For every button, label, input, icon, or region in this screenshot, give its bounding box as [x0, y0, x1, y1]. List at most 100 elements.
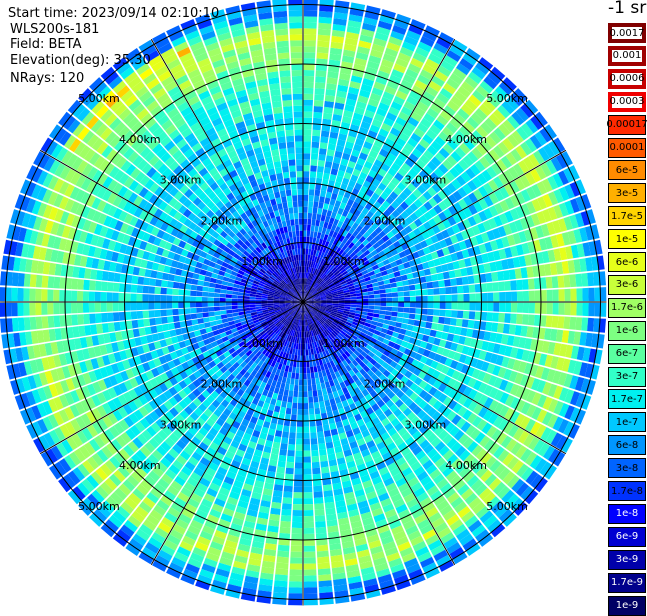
beta-cell — [493, 292, 499, 301]
beta-cell — [564, 317, 571, 330]
beta-cell — [356, 305, 362, 308]
beta-cell — [444, 279, 451, 286]
beta-cell — [287, 450, 294, 457]
beta-cell — [309, 189, 315, 195]
beta-cell — [325, 502, 335, 509]
beta-cell — [308, 397, 313, 403]
beta-cell — [287, 372, 291, 379]
beta-cell — [469, 311, 476, 319]
beta-cell — [575, 274, 582, 287]
beta-cell — [304, 451, 311, 457]
beta-cell — [569, 274, 576, 287]
beta-cell — [304, 46, 316, 52]
beta-cell — [385, 315, 392, 320]
beta-cell — [256, 304, 262, 307]
beta-cell — [440, 295, 446, 302]
beta-cell — [313, 201, 318, 208]
beta-cell — [107, 292, 113, 301]
beta-cell — [307, 225, 311, 231]
beta-cell — [299, 379, 303, 385]
beta-cell — [318, 443, 325, 450]
beta-cell — [319, 586, 333, 593]
beta-cell — [108, 272, 115, 282]
beta-cell — [463, 311, 470, 319]
beta-cell — [286, 468, 294, 475]
beta-cell — [155, 310, 161, 317]
beta-cell — [277, 467, 286, 474]
beta-cell — [190, 302, 196, 307]
beta-cell — [313, 390, 318, 396]
beta-cell — [303, 231, 306, 237]
beta-cell — [523, 303, 529, 313]
beta-cell — [356, 296, 362, 299]
beta-cell — [208, 297, 214, 301]
beta-cell — [298, 391, 302, 397]
beta-cell — [325, 436, 333, 443]
beta-cell — [304, 575, 317, 581]
beta-cell — [433, 288, 439, 295]
beta-cell — [319, 196, 325, 203]
beta-cell — [209, 283, 216, 288]
beta-cell — [322, 388, 328, 395]
beta-cell — [428, 296, 434, 302]
beta-cell — [304, 22, 317, 28]
beta-cell — [395, 322, 402, 328]
beta-cell — [320, 461, 328, 468]
beta-cell — [303, 439, 310, 445]
beta-cell — [131, 311, 138, 319]
beta-cell — [317, 208, 322, 215]
beta-cell — [481, 293, 487, 302]
beta-cell — [12, 288, 18, 301]
beta-cell — [149, 318, 156, 326]
beta-cell — [452, 294, 458, 301]
beta-cell — [432, 316, 439, 323]
beta-cell — [397, 287, 404, 292]
beta-cell — [324, 101, 334, 108]
beta-cell — [168, 323, 175, 330]
beta-cell — [107, 303, 113, 312]
beta-cell — [196, 308, 202, 313]
beta-cell — [314, 106, 323, 113]
beta-cell — [380, 298, 386, 302]
beta-cell — [277, 551, 289, 558]
beta-cell — [362, 308, 368, 312]
beta-cell — [316, 214, 321, 221]
beta-cell — [42, 276, 49, 288]
beta-cell — [397, 312, 404, 317]
beta-cell — [29, 289, 35, 302]
beta-cell — [310, 426, 316, 432]
beta-cell — [317, 431, 324, 438]
beta-cell — [42, 316, 49, 328]
beta-cell — [89, 314, 96, 324]
beta-cell — [136, 294, 142, 302]
beta-cell — [469, 294, 475, 302]
beta-cell — [313, 396, 318, 403]
beta-cell — [386, 293, 392, 298]
beta-cell — [510, 314, 517, 324]
beta-cell — [214, 298, 220, 302]
beta-cell — [148, 303, 154, 310]
beta-cell — [59, 303, 65, 314]
beta-cell — [238, 305, 244, 308]
beta-cell — [564, 275, 571, 288]
beta-cell — [305, 255, 308, 261]
beta-cell — [324, 107, 334, 114]
beta-cell — [275, 568, 288, 575]
beta-cell — [313, 232, 317, 238]
beta-cell — [298, 403, 303, 409]
beta-cell — [119, 293, 125, 302]
beta-cell — [226, 294, 232, 298]
beta-cell — [523, 291, 529, 301]
beta-cell — [368, 291, 374, 295]
beta-cell — [499, 292, 505, 301]
beta-cell — [132, 276, 139, 285]
beta-cell — [410, 296, 416, 301]
beta-cell — [289, 587, 302, 593]
beta-cell — [303, 159, 310, 165]
beta-cell — [202, 297, 208, 302]
beta-cell — [357, 302, 363, 305]
beta-cell — [203, 317, 210, 323]
beta-cell — [197, 318, 204, 324]
beta-cell — [313, 207, 318, 213]
beta-cell — [303, 243, 306, 249]
